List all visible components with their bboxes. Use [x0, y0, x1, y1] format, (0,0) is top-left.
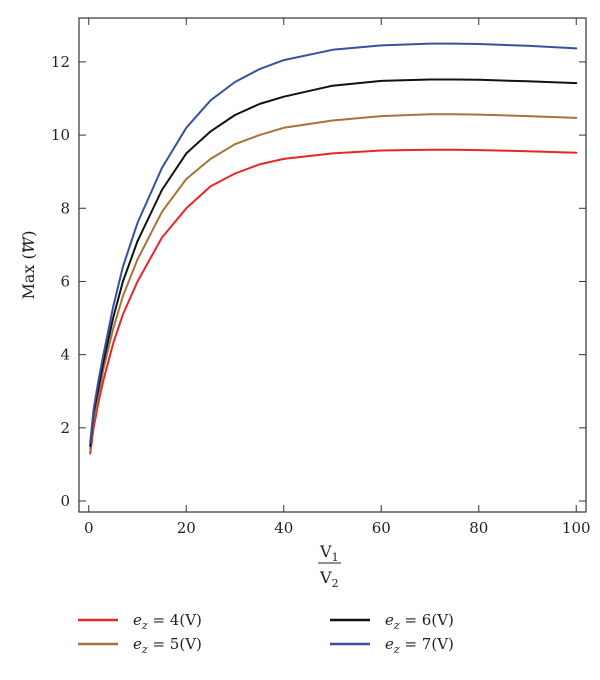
legend-label: ez = 5(V)	[133, 635, 202, 656]
series-line	[89, 78, 578, 448]
x-tick-label: 20	[177, 519, 196, 537]
x-tick-label: 40	[274, 519, 293, 537]
legend-symbol: e	[385, 611, 394, 629]
x-label-numerator-sub: 1	[332, 551, 339, 564]
x-label-denominator-sub: 2	[332, 577, 339, 590]
x-tick-label: 0	[84, 519, 94, 537]
series-line	[89, 113, 578, 451]
legend-symbol: e	[133, 611, 142, 629]
legend-symbol: e	[385, 635, 394, 653]
x-tick-label: 100	[562, 519, 591, 537]
y-tick-label: 12	[51, 53, 70, 71]
legend-value: = 5(V)	[148, 635, 202, 653]
y-tick-label: 2	[60, 419, 70, 437]
series-line	[89, 148, 578, 455]
legend-symbol: e	[133, 635, 142, 653]
y-tick-label: 10	[51, 126, 70, 144]
y-tick-label: 8	[60, 199, 70, 217]
y-tick-label: 4	[60, 346, 70, 364]
x-tick-label: 60	[372, 519, 391, 537]
legend-subscript: z	[393, 643, 400, 656]
legend-label: ez = 4(V)	[133, 611, 202, 632]
legend-label: ez = 6(V)	[385, 611, 454, 632]
series-layer	[89, 42, 578, 455]
axis-ticks: 0 20 40 60 80 100 0 2 4 6 8 10 12	[51, 18, 591, 537]
series-line	[89, 42, 578, 444]
x-label-denominator: V2	[319, 568, 339, 590]
legend-label: ez = 7(V)	[385, 635, 454, 656]
legend-value: = 7(V)	[400, 635, 454, 653]
y-tick-label: 0	[60, 492, 70, 510]
y-tick-label: 6	[60, 272, 70, 290]
x-tick-label: 80	[469, 519, 488, 537]
legend-subscript: z	[141, 643, 148, 656]
y-axis-label: Max (W)	[19, 231, 38, 300]
plot-frame	[78, 17, 587, 513]
x-axis-label: V1 V2	[318, 542, 341, 590]
legend-value: = 4(V)	[148, 611, 202, 629]
legend-subscript: z	[141, 619, 148, 632]
legend: ez = 4(V) ez = 6(V)ez = 5(V) ez = 7(V)	[78, 611, 454, 656]
x-label-numerator: V1	[319, 542, 339, 564]
legend-subscript: z	[393, 619, 400, 632]
legend-value: = 6(V)	[400, 611, 454, 629]
